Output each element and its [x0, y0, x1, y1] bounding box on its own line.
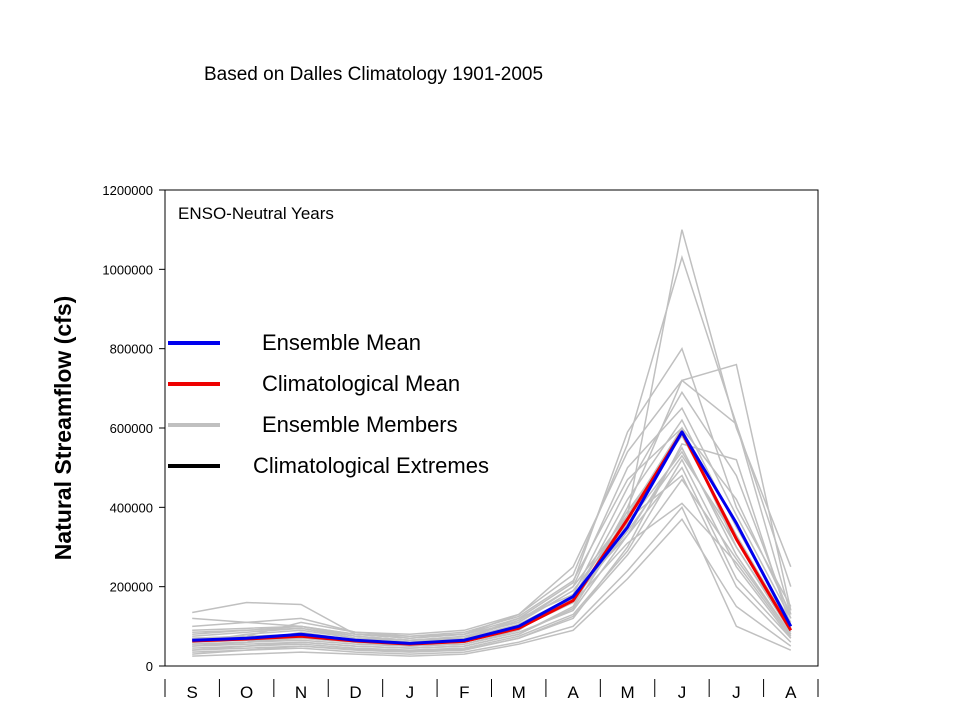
ensemble-member-line-20: [192, 406, 792, 641]
x-tick-label: S: [187, 683, 198, 702]
x-tick-label: A: [567, 683, 579, 702]
ensemble-member-line-17: [192, 450, 792, 649]
ensemble-member-line-22: [192, 426, 792, 639]
y-tick-label: 600000: [110, 421, 153, 436]
y-tick-label: 800000: [110, 342, 153, 357]
legend-label-climatological-mean: Climatological Mean: [262, 371, 460, 396]
ensemble-member-line-12: [192, 474, 792, 643]
ensemble-member-line-13: [192, 505, 792, 655]
ensemble-member-line-14: [192, 517, 792, 657]
mean-series-layer: [192, 430, 793, 646]
x-tick-label: O: [240, 683, 253, 702]
x-tick-label: A: [785, 683, 797, 702]
ensemble-member-line-9: [192, 446, 792, 647]
x-tick-label: J: [732, 683, 741, 702]
ensemble-members-layer: [192, 229, 792, 657]
y-tick-label: 1000000: [102, 262, 153, 277]
ensemble-member-line-10: [192, 458, 792, 651]
chart-caption: Based on Dalles Climatology 1901-2005: [204, 64, 544, 85]
panel-annotation: ENSO-Neutral Years: [178, 204, 334, 223]
ensemble-member-line-3: [192, 346, 792, 643]
ensemble-mean-line: [192, 430, 793, 645]
legend-label-ensemble-members: Ensemble Members: [262, 412, 458, 437]
axes-layer: 0 200000 400000 600000 800000 1000000 1200000 S…: [102, 183, 819, 702]
x-tick-label: J: [678, 683, 687, 702]
x-tick-label: M: [620, 683, 634, 702]
ensemble-member-line-19: [192, 478, 792, 652]
x-tick-label: D: [349, 683, 361, 702]
y-tick-label: 400000: [110, 500, 153, 515]
y-axis-label: Natural Streamflow (cfs): [50, 296, 76, 561]
y-tick-label: 200000: [110, 580, 153, 595]
x-tick-label: M: [512, 683, 526, 702]
x-tick-label: J: [406, 683, 415, 702]
legend: Ensemble Mean Climatological Mean Ensemble…: [168, 330, 489, 478]
x-tick-label: F: [459, 683, 469, 702]
legend-label-climatological-extremes: Climatological Extremes: [253, 453, 489, 478]
ensemble-member-line-2: [192, 254, 792, 636]
y-tick-label: 0: [146, 659, 153, 674]
legend-label-ensemble-mean: Ensemble Mean: [262, 330, 421, 355]
y-tick-label: 1200000: [102, 183, 153, 198]
ensemble-member-line-15: [192, 466, 792, 639]
x-tick-label: N: [295, 683, 307, 702]
